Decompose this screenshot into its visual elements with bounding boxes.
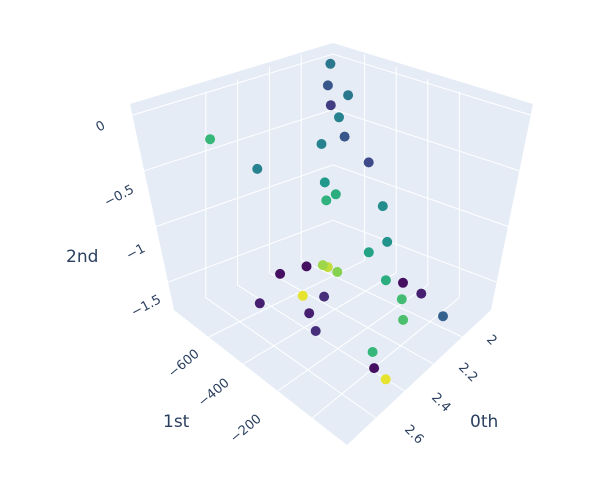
data-point[interactable] bbox=[377, 201, 388, 212]
scene-panes bbox=[130, 43, 533, 445]
grid-right-wall-horizontal bbox=[332, 219, 497, 283]
data-point[interactable] bbox=[339, 131, 350, 142]
z-axis-title: 2nd bbox=[66, 247, 98, 267]
data-point[interactable] bbox=[325, 100, 336, 111]
data-point[interactable] bbox=[382, 236, 393, 247]
grid-floor-line bbox=[300, 259, 463, 338]
grid-left-wall-horizontal bbox=[132, 53, 334, 116]
data-point[interactable] bbox=[398, 314, 409, 325]
grid-right-wall-horizontal bbox=[332, 53, 531, 116]
grid-left-wall-horizontal bbox=[167, 219, 334, 283]
data-point[interactable] bbox=[304, 308, 315, 319]
data-point[interactable] bbox=[321, 195, 332, 206]
grid-floor-line bbox=[205, 297, 377, 419]
data-point[interactable] bbox=[316, 139, 327, 149]
data-point[interactable] bbox=[297, 290, 308, 301]
pane-floor bbox=[174, 248, 491, 445]
data-point[interactable] bbox=[325, 58, 336, 69]
data-point[interactable] bbox=[322, 80, 333, 91]
data-point[interactable] bbox=[205, 134, 216, 145]
grid-floor-line bbox=[242, 272, 397, 365]
scene-gridlines bbox=[132, 53, 531, 419]
data-point[interactable] bbox=[363, 247, 374, 258]
data-point[interactable] bbox=[310, 326, 321, 336]
data-point[interactable] bbox=[334, 112, 344, 123]
grid-right-wall-horizontal bbox=[332, 164, 509, 227]
data-point[interactable] bbox=[252, 163, 263, 174]
y-tick-label: −200 bbox=[228, 412, 265, 446]
data-point[interactable] bbox=[396, 294, 407, 305]
data-point[interactable] bbox=[301, 261, 312, 272]
data-point[interactable] bbox=[416, 288, 427, 299]
data-point[interactable] bbox=[275, 268, 286, 279]
y-axis-title: 1st bbox=[163, 412, 190, 432]
x-tick-label: 2.4 bbox=[428, 390, 453, 415]
y-tick-label: −400 bbox=[196, 376, 233, 410]
grid-left-wall-horizontal bbox=[144, 109, 334, 172]
z-tick-label: −1.5 bbox=[129, 292, 164, 320]
data-point[interactable] bbox=[343, 90, 354, 101]
data-point[interactable] bbox=[319, 177, 330, 188]
x-tick-label: 2 bbox=[483, 332, 499, 348]
pane-left-wall bbox=[130, 43, 333, 310]
z-tick-label: −1 bbox=[124, 241, 148, 263]
scatter-points bbox=[205, 58, 448, 385]
y-tick-label: −600 bbox=[166, 347, 203, 381]
data-point[interactable] bbox=[380, 275, 391, 286]
data-point[interactable] bbox=[254, 298, 265, 309]
grid-floor-line bbox=[312, 297, 460, 419]
data-point[interactable] bbox=[319, 291, 330, 302]
data-point[interactable] bbox=[438, 311, 448, 322]
data-point[interactable] bbox=[317, 260, 328, 271]
data-point[interactable] bbox=[332, 267, 343, 277]
grid-left-wall-horizontal bbox=[155, 164, 334, 227]
data-point[interactable] bbox=[398, 277, 408, 288]
grid-floor-line bbox=[269, 272, 434, 365]
grid-floor-line bbox=[237, 284, 405, 392]
data-point[interactable] bbox=[380, 374, 391, 385]
x-tick-label: 2.6 bbox=[401, 422, 426, 447]
data-point[interactable] bbox=[330, 189, 341, 200]
grid-right-wall-horizontal bbox=[332, 109, 520, 172]
z-tick-label: −0.5 bbox=[102, 182, 137, 210]
data-point[interactable] bbox=[369, 363, 380, 374]
x-axis-title: 0th bbox=[470, 412, 498, 432]
x-tick-label: 2.2 bbox=[455, 360, 480, 385]
data-point[interactable] bbox=[367, 347, 378, 357]
z-tick-label: 0 bbox=[94, 118, 108, 135]
data-point[interactable] bbox=[363, 157, 374, 168]
